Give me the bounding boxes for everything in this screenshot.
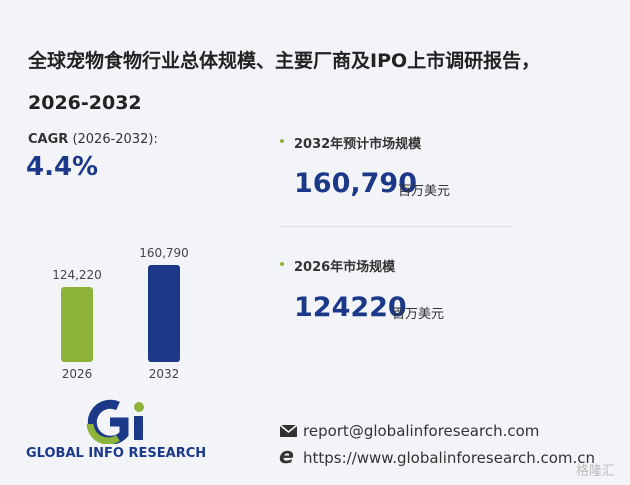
stat-label: 2026年市场规模 (294, 260, 396, 275)
title: 全球宠物食物行业总体规模、主要厂商及IPO上市调研报告，2026-2032 (28, 50, 541, 114)
stat-unit: 百万美元 (392, 307, 445, 322)
web-icon: e (279, 444, 294, 469)
stat-value: 160,790 (294, 168, 417, 199)
cagr-label: CAGR (28, 132, 69, 147)
bar (148, 265, 180, 362)
x-tick-label: 2032 (149, 367, 180, 381)
stat-value: 124220 (294, 292, 407, 323)
logo-text: GLOBAL INFO RESEARCH (26, 446, 207, 461)
cagr-value: 4.4% (26, 152, 99, 182)
cagr-label-row: CAGR (2026-2032): (28, 132, 158, 147)
website: https://www.globalinforesearch.com.cn (303, 449, 596, 467)
cagr-period: (2026-2032): (72, 132, 158, 147)
bullet (280, 139, 284, 143)
watermark: 格隆汇 (576, 464, 616, 479)
email: report@globalinforesearch.com (303, 422, 540, 440)
bar (61, 287, 93, 362)
stat-unit: 百万美元 (398, 184, 451, 199)
bar-chart: 124,220 2026 160,790 2032 (52, 246, 189, 381)
bullet (280, 262, 284, 266)
logo-mark (86, 399, 144, 444)
value-label: 124,220 (52, 268, 102, 282)
x-tick-label: 2026 (62, 367, 93, 381)
value-label: 160,790 (139, 246, 189, 260)
email-icon (279, 424, 298, 437)
divider (280, 226, 512, 227)
stat-label: 2032年预计市场规模 (294, 137, 422, 152)
